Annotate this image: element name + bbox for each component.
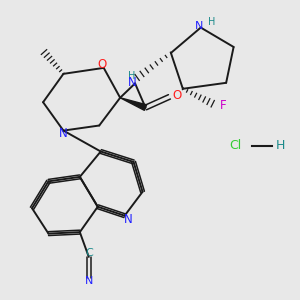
Text: O: O bbox=[172, 89, 182, 102]
Text: H: H bbox=[208, 16, 215, 27]
Text: H: H bbox=[276, 139, 286, 152]
Polygon shape bbox=[120, 98, 147, 110]
Text: N: N bbox=[195, 21, 203, 31]
Text: C: C bbox=[85, 248, 93, 258]
Text: N: N bbox=[59, 127, 68, 140]
Text: N: N bbox=[85, 276, 93, 286]
Text: H: H bbox=[128, 71, 136, 81]
Text: F: F bbox=[220, 99, 226, 112]
Text: Cl: Cl bbox=[229, 139, 241, 152]
Text: N: N bbox=[124, 213, 133, 226]
Text: N: N bbox=[128, 76, 136, 89]
Text: O: O bbox=[98, 58, 107, 71]
